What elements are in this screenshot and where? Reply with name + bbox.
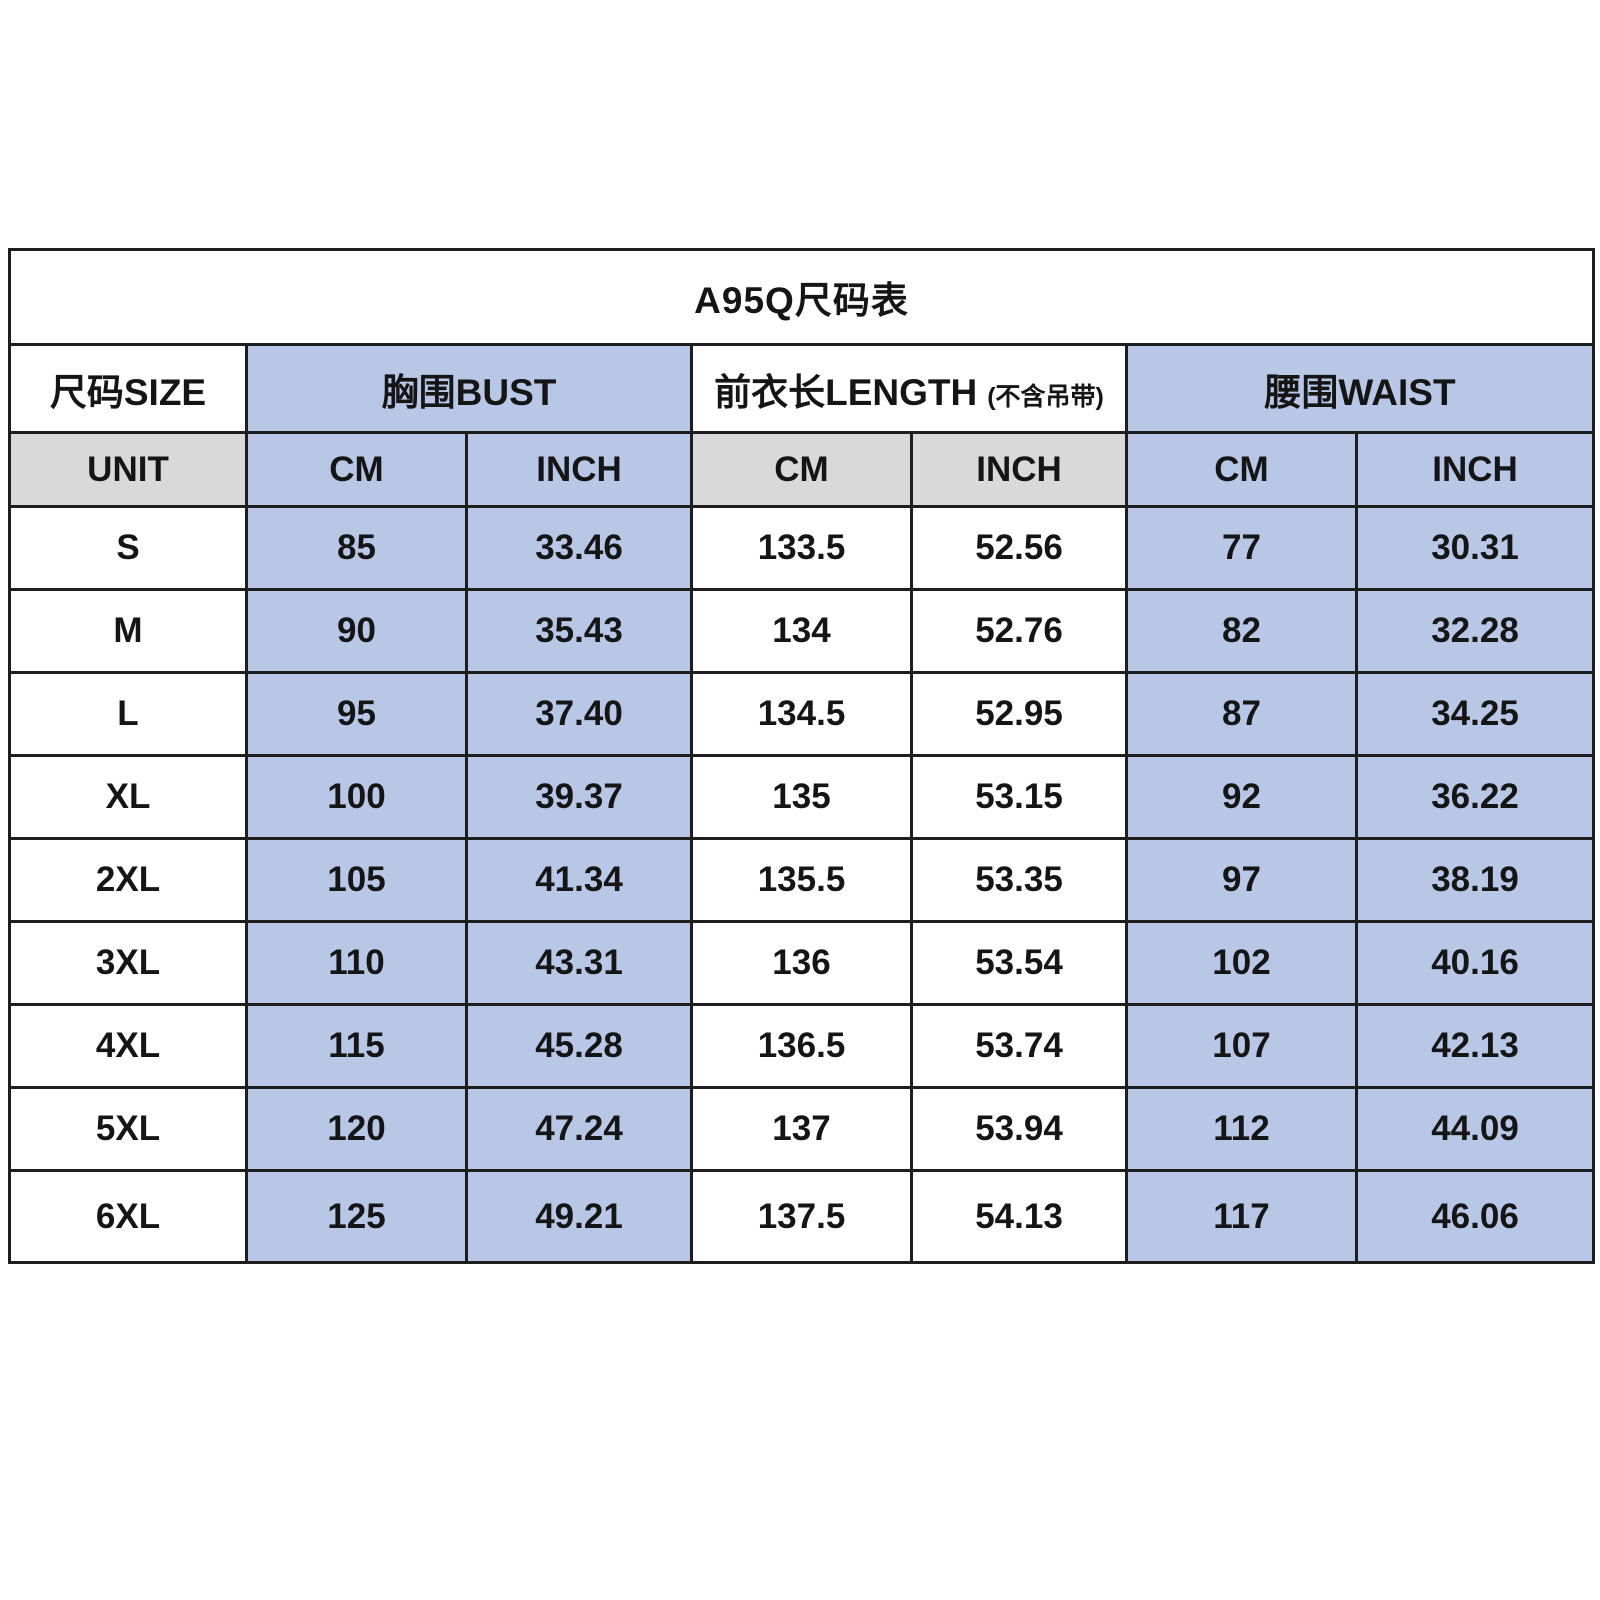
unit-header-row: UNIT CM INCH CM INCH CM INCH [8,431,1595,508]
length-inch-cell: 52.95 [910,671,1128,757]
length-inch-cell: 53.35 [910,837,1128,923]
length-cm-cell: 137.5 [690,1169,913,1264]
unit-waist-cm: CM [1125,431,1358,508]
bust-inch-cell: 33.46 [465,505,693,591]
waist-inch-cell: 44.09 [1355,1086,1595,1172]
bust-cm-cell: 120 [245,1086,468,1172]
col-group-bust: 胸围BUST [245,343,693,434]
bust-cm-cell: 105 [245,837,468,923]
bust-inch-cell: 35.43 [465,588,693,674]
waist-cm-cell: 117 [1125,1169,1358,1264]
length-inch-cell: 53.74 [910,1003,1128,1089]
col-group-length: 前衣长LENGTH (不含吊带) [690,343,1128,434]
waist-inch-cell: 46.06 [1355,1169,1595,1264]
length-cm-cell: 136 [690,920,913,1006]
length-cm-cell: 135.5 [690,837,913,923]
waist-cm-cell: 97 [1125,837,1358,923]
length-inch-cell: 52.76 [910,588,1128,674]
waist-inch-cell: 42.13 [1355,1003,1595,1089]
table-row: 6XL 125 49.21 137.5 54.13 117 46.06 [8,1169,1595,1264]
bust-inch-cell: 45.28 [465,1003,693,1089]
length-cm-cell: 134.5 [690,671,913,757]
length-cm-cell: 135 [690,754,913,840]
bust-inch-cell: 41.34 [465,837,693,923]
group-header-row: 尺码SIZE 胸围BUST 前衣长LENGTH (不含吊带) 腰围WAIST [8,343,1595,434]
size-cell: XL [8,754,248,840]
length-inch-cell: 53.15 [910,754,1128,840]
table-row: M 90 35.43 134 52.76 82 32.28 [8,588,1595,674]
size-cell: 6XL [8,1169,248,1264]
col-header-size: 尺码SIZE [8,343,248,434]
bust-inch-cell: 49.21 [465,1169,693,1264]
waist-cm-cell: 77 [1125,505,1358,591]
bust-cm-cell: 115 [245,1003,468,1089]
col-group-length-note: (不含吊带) [987,382,1104,411]
length-cm-cell: 134 [690,588,913,674]
waist-inch-cell: 30.31 [1355,505,1595,591]
waist-cm-cell: 112 [1125,1086,1358,1172]
waist-cm-cell: 102 [1125,920,1358,1006]
table-row: 4XL 115 45.28 136.5 53.74 107 42.13 [8,1003,1595,1089]
bust-cm-cell: 90 [245,588,468,674]
size-cell: 3XL [8,920,248,1006]
length-inch-cell: 53.54 [910,920,1128,1006]
size-cell: S [8,505,248,591]
unit-length-inch: INCH [910,431,1128,508]
bust-cm-cell: 100 [245,754,468,840]
length-inch-cell: 52.56 [910,505,1128,591]
waist-cm-cell: 82 [1125,588,1358,674]
size-cell: L [8,671,248,757]
table-row: XL 100 39.37 135 53.15 92 36.22 [8,754,1595,840]
bust-inch-cell: 47.24 [465,1086,693,1172]
bust-cm-cell: 110 [245,920,468,1006]
waist-inch-cell: 36.22 [1355,754,1595,840]
bust-inch-cell: 37.40 [465,671,693,757]
waist-inch-cell: 34.25 [1355,671,1595,757]
table-row: 2XL 105 41.34 135.5 53.35 97 38.19 [8,837,1595,923]
length-inch-cell: 53.94 [910,1086,1128,1172]
waist-inch-cell: 32.28 [1355,588,1595,674]
length-inch-cell: 54.13 [910,1169,1128,1264]
bust-cm-cell: 95 [245,671,468,757]
unit-waist-inch: INCH [1355,431,1595,508]
size-cell: M [8,588,248,674]
unit-bust-inch: INCH [465,431,693,508]
bust-inch-cell: 43.31 [465,920,693,1006]
size-cell: 4XL [8,1003,248,1089]
waist-cm-cell: 87 [1125,671,1358,757]
waist-cm-cell: 92 [1125,754,1358,840]
bust-cm-cell: 125 [245,1169,468,1264]
size-cell: 5XL [8,1086,248,1172]
unit-header: UNIT [8,431,248,508]
table-title: A95Q尺码表 [8,248,1595,346]
col-group-length-label: 前衣长LENGTH [714,371,978,413]
waist-inch-cell: 38.19 [1355,837,1595,923]
table-row: 3XL 110 43.31 136 53.54 102 40.16 [8,920,1595,1006]
bust-inch-cell: 39.37 [465,754,693,840]
length-cm-cell: 133.5 [690,505,913,591]
bust-cm-cell: 85 [245,505,468,591]
length-cm-cell: 137 [690,1086,913,1172]
unit-bust-cm: CM [245,431,468,508]
table-row: L 95 37.40 134.5 52.95 87 34.25 [8,671,1595,757]
waist-inch-cell: 40.16 [1355,920,1595,1006]
size-chart-table: A95Q尺码表 尺码SIZE 胸围BUST 前衣长LENGTH (不含吊带) 腰围… [8,248,1595,1264]
length-cm-cell: 136.5 [690,1003,913,1089]
waist-cm-cell: 107 [1125,1003,1358,1089]
size-cell: 2XL [8,837,248,923]
col-group-waist: 腰围WAIST [1125,343,1595,434]
table-row: S 85 33.46 133.5 52.56 77 30.31 [8,505,1595,591]
table-row: 5XL 120 47.24 137 53.94 112 44.09 [8,1086,1595,1172]
title-row: A95Q尺码表 [8,248,1595,346]
unit-length-cm: CM [690,431,913,508]
